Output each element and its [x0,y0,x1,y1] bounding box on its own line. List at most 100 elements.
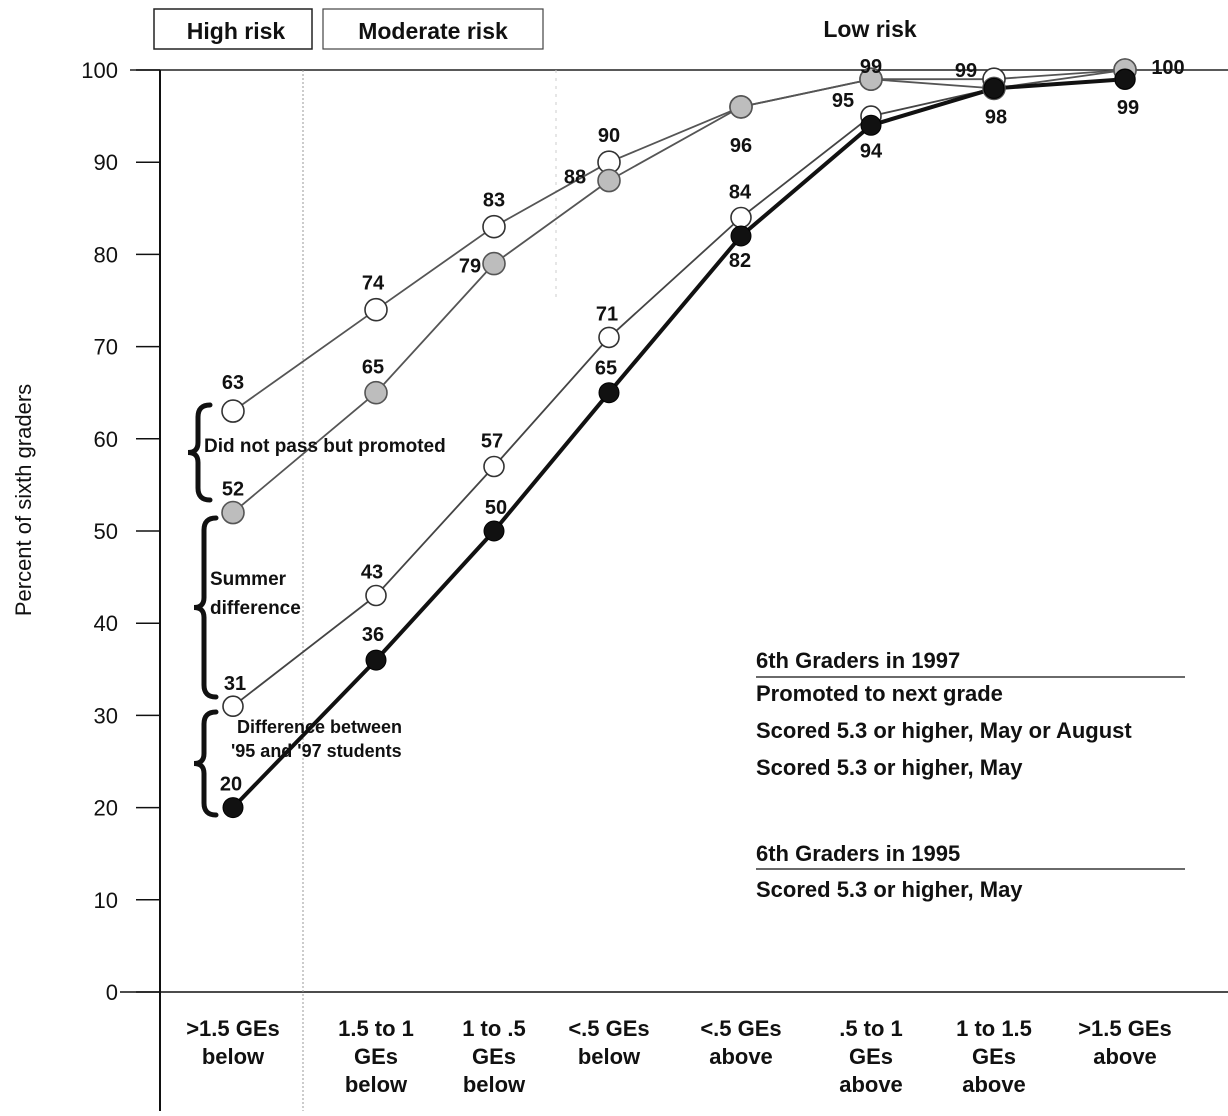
risk-band-label-low: Low risk [823,16,917,42]
x-tick-label: GEs [849,1044,893,1069]
x-tick-label: GEs [472,1044,516,1069]
y-axis: 0 10 20 30 40 50 60 70 80 90 100 Percent of sixth g… [11,58,160,1005]
data-label: 96 [730,135,752,157]
brace-did-not-pass [187,402,213,503]
y-tick-label: 10 [94,888,118,913]
x-tick-label: <.5 GEs [568,1016,649,1041]
data-point-marker [598,326,620,349]
data-point-marker [221,399,245,423]
x-tick-label: below [578,1044,641,1069]
x-tick-label: GEs [972,1044,1016,1069]
x-tick-label: above [839,1072,903,1097]
data-point-marker [365,649,387,671]
data-label: 94 [860,140,883,162]
data-label: 82 [729,250,751,272]
y-axis-title: Percent of sixth graders [11,384,36,616]
x-tick-label: above [962,1072,1026,1097]
y-tick-label: 70 [94,335,118,360]
annotation-summer: Summer [210,569,287,590]
x-tick-label: below [202,1044,265,1069]
data-label: 83 [483,190,505,212]
data-label: 63 [222,372,244,394]
data-point-marker [859,67,883,91]
data-label: 50 [485,497,507,519]
data-point-marker [482,251,506,276]
data-point-marker [860,114,882,136]
series-line-may-or-august [232,69,1126,514]
data-label: 65 [595,358,617,380]
x-tick-label: 1.5 to 1 [338,1016,414,1041]
data-label: 99 [1117,97,1139,119]
legend-item: Scored 5.3 or higher, May or August [756,718,1132,743]
annotation-did-not-pass: Did not pass but promoted [204,436,446,457]
data-label: 98 [985,106,1007,128]
data-point-marker [222,797,244,819]
data-label: 74 [362,273,385,295]
x-axis: >1.5 GEs below 1.5 to 1 GEs below 1 to .5 GEs b… [186,1016,1172,1097]
legend-item: Scored 5.3 or higher, May [756,755,1023,780]
legend-title-1997: 6th Graders in 1997 [756,648,960,673]
x-tick-label: above [1093,1044,1157,1069]
y-tick-label: 100 [81,58,118,83]
y-tick-label: 60 [94,427,118,452]
data-label: 95 [832,90,854,112]
data-point-marker [364,297,388,322]
annotations: Did not pass but promoted Summer differenc… [187,402,446,818]
legend: 6th Graders in 1997 Promoted to next grad… [756,648,1185,902]
x-tick-label: below [463,1072,526,1097]
legend-title-1995: 6th Graders in 1995 [756,841,960,866]
data-point-marker [983,77,1005,99]
chart-frame [120,69,1228,1111]
data-point-marker [364,380,388,405]
y-tick-label: 0 [106,980,118,1005]
data-label: 79 [459,256,481,278]
risk-band-box-high [153,8,313,50]
x-tick-label: <.5 GEs [700,1016,781,1041]
x-tick-label: >1.5 GEs [186,1016,280,1041]
y-tick-label: 90 [94,150,118,175]
data-label: 84 [729,182,752,204]
data-label: 20 [220,774,242,796]
annotation-95-97-students: '95 and '97 students [231,741,402,761]
annotation-difference: difference [210,598,301,619]
brace-difference-95-97 [193,709,219,818]
data-point-marker [483,455,505,478]
risk-band-label-high: High risk [187,18,286,44]
data-point-marker [221,500,245,525]
data-label: 99 [860,56,882,78]
data-point-marker [730,206,752,229]
risk-band-box-moderate [322,8,544,50]
series-group [221,58,1137,819]
data-label: 90 [598,125,620,147]
data-label: 57 [481,430,503,452]
data-label: 88 [564,167,586,189]
data-point-marker [730,225,752,247]
data-point-marker [597,168,621,193]
y-tick-label: 40 [94,611,118,636]
data-point-marker [222,695,244,718]
risk-bands: High risk Moderate risk Low risk [153,8,917,50]
data-label: 99 [955,60,977,82]
data-labels: 63 74 83 90 96 99 99 100 52 65 79 88 31 43 57 71 84 95 20 3… [220,56,1185,795]
data-label: 71 [596,303,618,325]
y-tick-label: 50 [94,519,118,544]
brace-summer-difference [193,515,219,700]
data-label: 65 [362,357,384,379]
x-tick-label: below [345,1072,408,1097]
x-tick-label: above [709,1044,773,1069]
x-tick-label: GEs [354,1044,398,1069]
risk-band-label-moderate: Moderate risk [358,18,508,44]
data-label: 36 [362,624,384,646]
data-point-marker [1114,68,1136,90]
legend-item: Promoted to next grade [756,681,1003,706]
data-point-marker [598,382,620,404]
series-line-may-1995 [231,77,1126,809]
data-label: 31 [224,673,246,695]
y-tick-label: 30 [94,703,118,728]
data-label: 100 [1151,57,1184,79]
y-tick-label: 80 [94,242,118,267]
data-point-marker [365,584,387,607]
x-tick-label: 1 to .5 [462,1016,526,1041]
